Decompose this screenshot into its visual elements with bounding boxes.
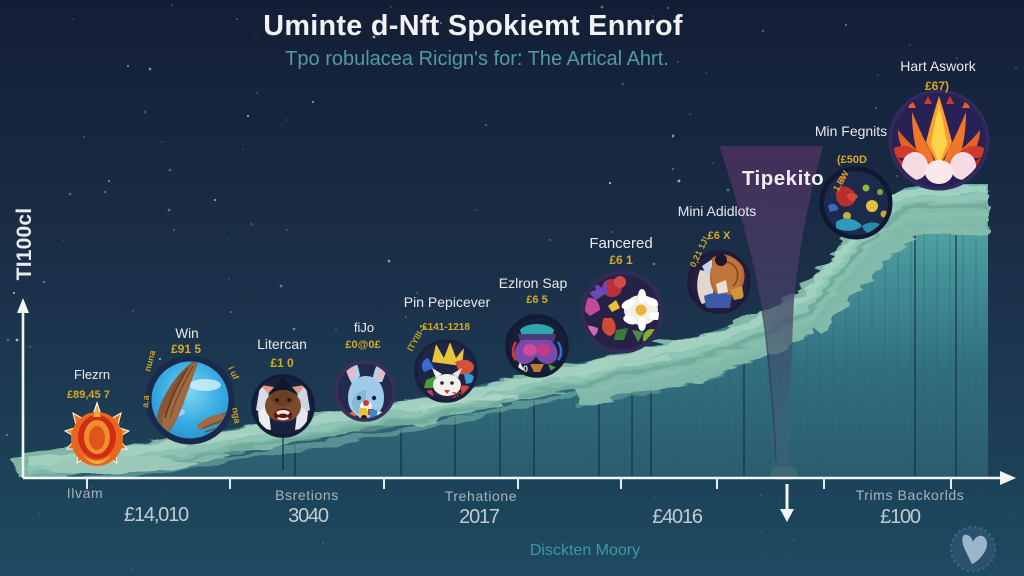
svg-text:£1 0: £1 0 [270, 356, 294, 370]
svg-text:Pin Pepicever: Pin Pepicever [404, 294, 491, 310]
svg-text:£100: £100 [880, 506, 921, 528]
svg-text:£0@0£: £0@0£ [345, 339, 380, 351]
svg-text:£6 1: £6 1 [609, 253, 633, 267]
svg-text:3040: 3040 [288, 505, 329, 527]
svg-text:Disckten Moory: Disckten Moory [530, 542, 640, 559]
svg-text:TI100cl: TI100cl [13, 208, 36, 281]
svg-text:£67): £67) [925, 79, 949, 93]
svg-text:(£50D: (£50D [837, 154, 867, 166]
svg-text:2017: 2017 [459, 506, 500, 528]
svg-text:Flezrn: Flezrn [74, 367, 110, 382]
svg-text:£6 5: £6 5 [526, 294, 547, 306]
svg-text:£141-1218: £141-1218 [422, 322, 470, 333]
svg-text:Ilvam: Ilvam [67, 485, 103, 501]
svg-text:Ezlron Sap: Ezlron Sap [499, 275, 568, 291]
svg-text:£89,45 7: £89,45 7 [67, 389, 110, 401]
svg-text:10: 10 [518, 364, 528, 374]
svg-text:3D: 3D [452, 391, 462, 400]
svg-text:Fancered: Fancered [589, 235, 652, 252]
svg-text:£91 5: £91 5 [171, 342, 201, 356]
svg-text:Win: Win [175, 326, 198, 341]
svg-text:Min Fegnits: Min Fegnits [815, 123, 887, 139]
svg-text:£6 X: £6 X [708, 230, 731, 242]
svg-text:Bsretions: Bsretions [275, 487, 339, 503]
svg-text:Trehatione: Trehatione [445, 488, 517, 504]
svg-text:nga: nga [230, 407, 243, 425]
svg-text:Litercan: Litercan [257, 336, 307, 352]
svg-text:Hart Aswork: Hart Aswork [900, 58, 976, 74]
svg-text:Mini Adidlots: Mini Adidlots [678, 203, 757, 219]
svg-text:£14,010: £14,010 [124, 504, 189, 526]
svg-text:£4016: £4016 [652, 506, 703, 528]
svg-text:Uminte d-Nft Spokiemt Ennrof: Uminte d-Nft Spokiemt Ennrof [263, 10, 683, 42]
svg-text:a.a: a.a [140, 394, 151, 408]
svg-text:Tipekito: Tipekito [742, 167, 824, 190]
svg-text:fiJo: fiJo [354, 320, 374, 335]
svg-text:Tpo robulacea Ricign's for: Th: Tpo robulacea Ricign's for: The Artical … [285, 48, 669, 70]
svg-text:Trims Backorlds: Trims Backorlds [856, 487, 965, 503]
